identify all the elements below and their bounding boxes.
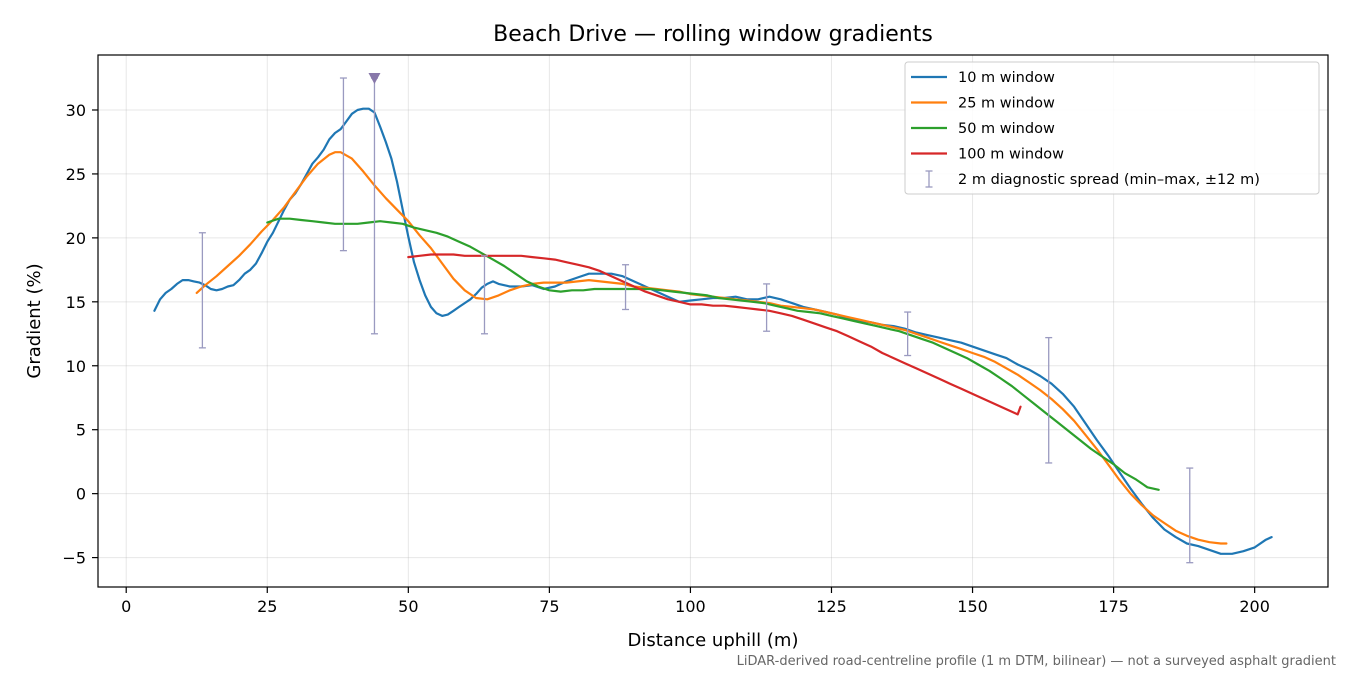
x-tick-label: 100 [675,597,706,616]
series-line-100-m-window [407,253,1022,416]
x-tick-label: 200 [1239,597,1270,616]
peak-marker [368,73,381,85]
series-line-25-m-window [195,151,1228,545]
plot-frame [97,54,1329,588]
y-tick-label: 0 [76,485,86,504]
y-tick-label: 25 [66,165,86,184]
diagnostic-error-bar [1186,467,1194,564]
x-tick-label: 25 [257,597,277,616]
x-tick-label: 50 [398,597,418,616]
y-tick-label: 30 [66,101,86,120]
peak-marker-layer [368,73,381,85]
x-tick-label: 75 [539,597,559,616]
y-axis-ticks: −5 0 5 10 15 20 25 30 [62,101,98,568]
diagnostic-error-bar [198,232,206,349]
y-axis-title: Gradient (%) [24,263,45,378]
diagnostic-error-bar [480,255,488,335]
legend-label: 10 m window [958,70,1055,86]
diagnostic-error-bar [1045,336,1053,464]
y-tick-label: 5 [76,421,86,440]
x-tick-label: 150 [957,597,988,616]
diagnostic-error-bar [622,264,630,311]
y-tick-label: 15 [66,293,86,312]
y-tick-label: 10 [66,357,86,376]
x-axis-ticks: 0 25 50 75 100 125 150 175 200 [121,587,1270,616]
series-layer [153,107,1273,555]
diagnostic-error-bar [763,283,771,332]
grid [98,55,1328,587]
y-tick-label: −5 [62,549,86,568]
legend: 10 m window 25 m window 50 m window 100 m w… [904,61,1320,195]
footnote: LiDAR-derived road-centreline profile (1… [737,654,1336,669]
series-line-50-m-window [266,217,1160,491]
chart-title: Beach Drive — rolling window gradients [493,22,933,47]
legend-label: 25 m window [958,96,1055,112]
x-tick-label: 0 [121,597,131,616]
legend-label: 100 m window [958,147,1064,163]
x-tick-label: 175 [1098,597,1129,616]
legend-label: 2 m diagnostic spread (min–max, ±12 m) [958,172,1260,188]
y-tick-label: 20 [66,229,86,248]
legend-label: 50 m window [958,121,1055,137]
error-bars [198,77,1194,564]
diagnostic-error-bar [339,77,347,252]
diagnostic-error-bar [904,311,912,357]
x-tick-label: 125 [816,597,847,616]
legend-box [904,61,1320,195]
x-axis-title: Distance uphill (m) [628,630,799,651]
